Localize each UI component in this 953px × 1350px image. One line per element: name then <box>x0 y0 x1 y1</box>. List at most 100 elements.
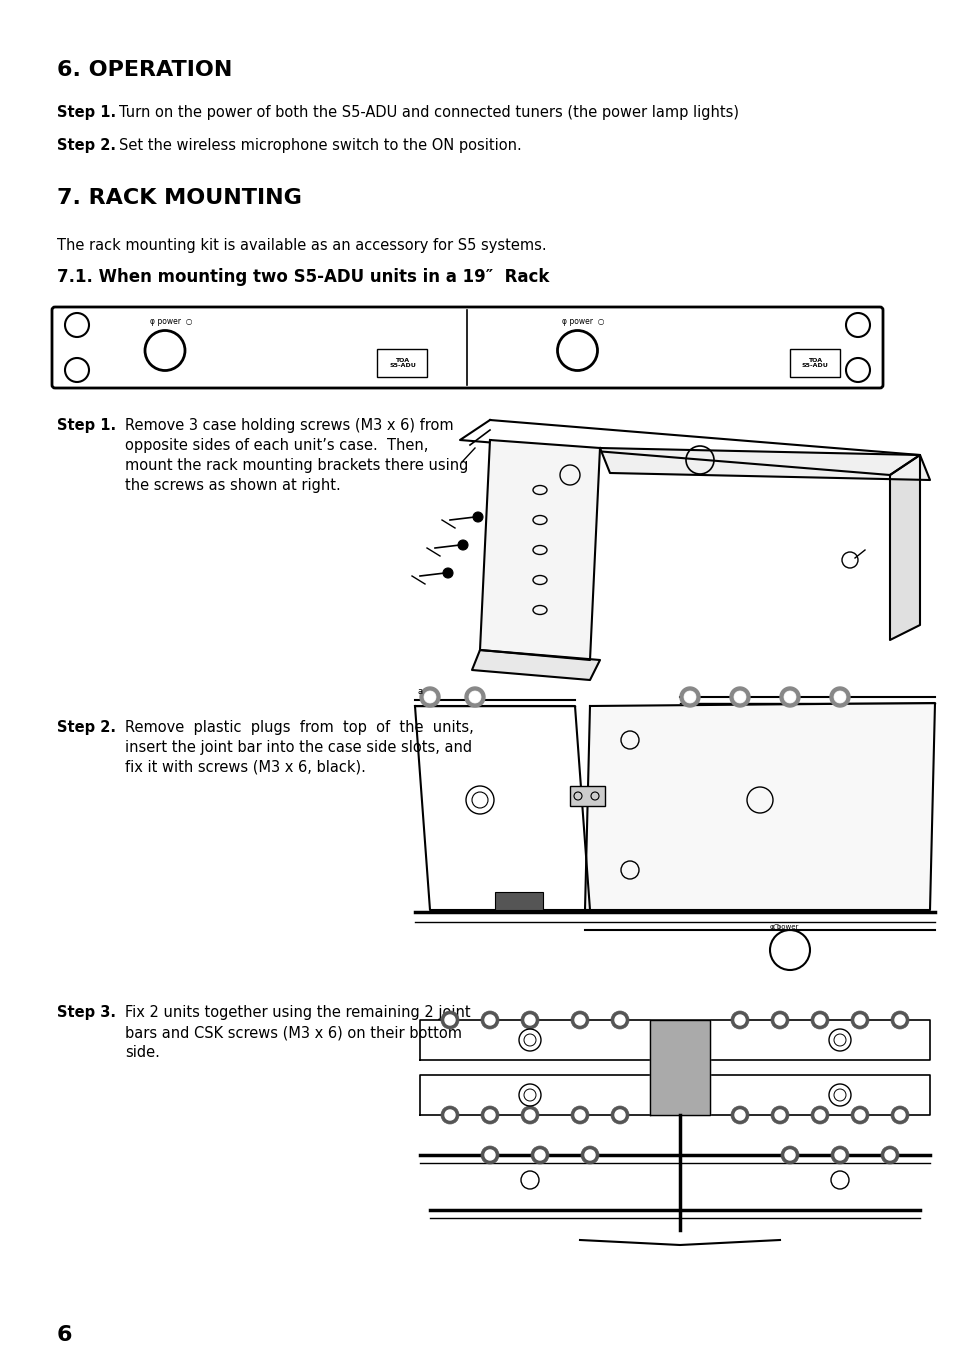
Circle shape <box>480 1106 498 1125</box>
Text: Set the wireless microphone switch to the ON position.: Set the wireless microphone switch to th… <box>119 138 521 153</box>
Circle shape <box>854 1110 864 1120</box>
Circle shape <box>829 687 849 707</box>
Circle shape <box>480 1146 498 1164</box>
Circle shape <box>890 1011 908 1029</box>
Bar <box>789 350 840 377</box>
Circle shape <box>810 1011 828 1029</box>
Circle shape <box>734 1015 744 1025</box>
Circle shape <box>834 1150 844 1160</box>
Circle shape <box>890 1106 908 1125</box>
Text: Step 2.: Step 2. <box>57 720 116 734</box>
Circle shape <box>423 691 436 703</box>
Circle shape <box>610 1106 628 1125</box>
Text: The rack mounting kit is available as an accessory for S5 systems.: The rack mounting kit is available as an… <box>57 238 546 252</box>
Circle shape <box>774 1110 784 1120</box>
Text: a: a <box>417 687 423 697</box>
Bar <box>377 350 427 377</box>
Circle shape <box>440 1011 458 1029</box>
Circle shape <box>480 1011 498 1029</box>
Circle shape <box>850 1011 868 1029</box>
Circle shape <box>770 1011 788 1029</box>
Circle shape <box>571 1106 588 1125</box>
Text: φ power  ○: φ power ○ <box>150 316 193 325</box>
Circle shape <box>733 691 745 703</box>
Circle shape <box>729 687 749 707</box>
Text: φ power: φ power <box>769 923 798 930</box>
Circle shape <box>780 687 800 707</box>
Polygon shape <box>419 1021 929 1060</box>
Circle shape <box>830 1146 848 1164</box>
Polygon shape <box>415 706 589 910</box>
Text: Step 1.: Step 1. <box>57 105 116 120</box>
Circle shape <box>615 1110 624 1120</box>
Text: Remove 3 case holding screws (M3 x 6) from: Remove 3 case holding screws (M3 x 6) fr… <box>125 418 453 433</box>
Text: fix it with screws (M3 x 6, black).: fix it with screws (M3 x 6, black). <box>125 760 366 775</box>
Circle shape <box>679 687 700 707</box>
Circle shape <box>484 1110 495 1120</box>
Text: 6. OPERATION: 6. OPERATION <box>57 59 233 80</box>
Circle shape <box>894 1015 904 1025</box>
Text: Turn on the power of both the S5-ADU and connected tuners (the power lamp lights: Turn on the power of both the S5-ADU and… <box>119 105 739 120</box>
Circle shape <box>730 1106 748 1125</box>
Polygon shape <box>479 440 599 660</box>
Circle shape <box>419 687 439 707</box>
Circle shape <box>774 1015 784 1025</box>
Circle shape <box>854 1015 864 1025</box>
Circle shape <box>444 1110 455 1120</box>
Circle shape <box>457 540 468 549</box>
Bar <box>569 786 604 806</box>
Text: TOA
S5-ADU: TOA S5-ADU <box>801 358 827 369</box>
FancyBboxPatch shape <box>52 306 882 387</box>
Text: 7. RACK MOUNTING: 7. RACK MOUNTING <box>57 188 301 208</box>
Circle shape <box>781 1146 799 1164</box>
Circle shape <box>580 1146 598 1164</box>
Circle shape <box>464 687 484 707</box>
Text: Step 2.: Step 2. <box>57 138 116 153</box>
Bar <box>495 892 542 910</box>
Circle shape <box>584 1150 595 1160</box>
Circle shape <box>880 1146 898 1164</box>
Circle shape <box>535 1150 544 1160</box>
Circle shape <box>730 1011 748 1029</box>
Circle shape <box>734 1110 744 1120</box>
Circle shape <box>615 1015 624 1025</box>
Text: Step 3.: Step 3. <box>57 1004 116 1021</box>
Text: side.: side. <box>125 1045 160 1060</box>
Circle shape <box>814 1015 824 1025</box>
Text: mount the rack mounting brackets there using: mount the rack mounting brackets there u… <box>125 458 468 472</box>
Text: opposite sides of each unit’s case.  Then,: opposite sides of each unit’s case. Then… <box>125 437 428 454</box>
Text: Step 1.: Step 1. <box>57 418 116 433</box>
Polygon shape <box>459 420 919 475</box>
Text: ○: ○ <box>772 922 780 931</box>
Circle shape <box>575 1110 584 1120</box>
Circle shape <box>683 691 696 703</box>
Circle shape <box>440 1106 458 1125</box>
Text: bars and CSK screws (M3 x 6) on their bottom: bars and CSK screws (M3 x 6) on their bo… <box>125 1025 461 1040</box>
Text: 7.1. When mounting two S5-ADU units in a 19″  Rack: 7.1. When mounting two S5-ADU units in a… <box>57 269 549 286</box>
Polygon shape <box>649 1021 709 1115</box>
Circle shape <box>894 1110 904 1120</box>
Circle shape <box>810 1106 828 1125</box>
Polygon shape <box>419 1075 929 1115</box>
Circle shape <box>484 1015 495 1025</box>
Polygon shape <box>584 703 934 910</box>
Circle shape <box>575 1015 584 1025</box>
Circle shape <box>469 691 480 703</box>
Circle shape <box>884 1150 894 1160</box>
Text: the screws as shown at right.: the screws as shown at right. <box>125 478 340 493</box>
Circle shape <box>442 568 453 578</box>
Text: insert the joint bar into the case side slots, and: insert the joint bar into the case side … <box>125 740 472 755</box>
Circle shape <box>484 1150 495 1160</box>
Polygon shape <box>889 455 919 640</box>
Circle shape <box>571 1011 588 1029</box>
Circle shape <box>524 1015 535 1025</box>
Text: Remove  plastic  plugs  from  top  of  the  units,: Remove plastic plugs from top of the uni… <box>125 720 474 734</box>
Circle shape <box>833 691 845 703</box>
Text: 6: 6 <box>57 1324 72 1345</box>
Text: Fix 2 units together using the remaining 2 joint: Fix 2 units together using the remaining… <box>125 1004 470 1021</box>
Text: φ power  ○: φ power ○ <box>562 316 604 325</box>
Circle shape <box>850 1106 868 1125</box>
Circle shape <box>814 1110 824 1120</box>
Circle shape <box>444 1015 455 1025</box>
Circle shape <box>520 1011 538 1029</box>
